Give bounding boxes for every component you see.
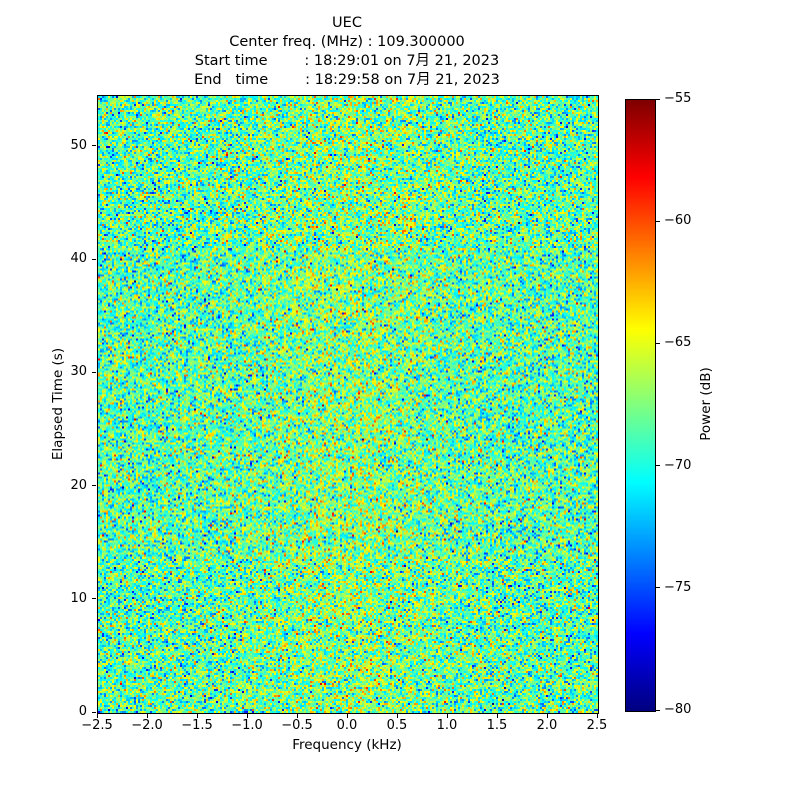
spectrogram-heatmap [98,96,598,713]
x-tick-label: −0.5 [281,718,313,733]
x-tick-mark [396,714,398,718]
y-tick-mark [92,711,96,713]
y-tick-mark [92,258,96,260]
x-tick-mark [546,714,548,718]
start-time-line: Start time : 18:29:01 on 7月 21, 2023 [194,53,500,69]
x-tick-mark [96,714,98,718]
colorbar-gradient [626,100,655,711]
center-freq-line: Center freq. (MHz) : 109.300000 [229,34,465,50]
colorbar-tick-mark [656,709,660,711]
x-tick-label: 1.0 [436,718,458,733]
x-tick-mark [196,714,198,718]
colorbar [625,99,656,712]
y-tick-label: 10 [70,590,87,606]
x-tick-mark [246,714,248,718]
spectrogram-plot [97,95,599,714]
x-tick-label: −1.5 [181,718,213,733]
colorbar-tick-mark [656,98,660,100]
y-tick-label: 0 [78,704,87,719]
colorbar-tick-mark [656,342,660,344]
x-tick-mark [596,714,598,718]
y-tick-mark [92,145,96,147]
x-axis-label: Frequency (kHz) [292,737,402,753]
x-tick-label: 0.0 [336,718,358,733]
colorbar-tick-label: −60 [664,213,692,229]
x-tick-mark [296,714,298,718]
colorbar-tick-label: −80 [664,702,692,717]
chart-title: UEC [332,15,362,31]
x-tick-mark [446,714,448,718]
colorbar-tick-mark [656,465,660,467]
x-tick-mark [496,714,498,718]
y-tick-label: 20 [70,477,87,493]
y-tick-mark [92,371,96,373]
colorbar-tick-label: −65 [664,335,692,351]
y-tick-label: 30 [70,364,87,380]
x-tick-label: −2.0 [131,718,163,733]
x-tick-label: 2.5 [586,718,608,733]
y-tick-label: 50 [70,137,87,153]
end-time-line: End time : 18:29:58 on 7月 21, 2023 [194,72,500,88]
colorbar-tick-mark [656,587,660,589]
colorbar-label: Power (dB) [698,367,714,441]
chart-header: UEC Center freq. (MHz) : 109.300000 Star… [97,14,597,90]
x-tick-label: 0.5 [386,718,408,733]
colorbar-tick-label: −70 [664,457,692,473]
y-tick-mark [92,598,96,600]
colorbar-tick-label: −55 [664,91,692,106]
x-tick-mark [146,714,148,718]
colorbar-tick-label: −75 [664,579,692,595]
y-tick-label: 40 [70,251,87,267]
x-tick-label: 1.5 [486,718,508,733]
y-tick-mark [92,485,96,487]
x-tick-label: −2.5 [81,718,113,733]
x-tick-mark [346,714,348,718]
x-tick-label: 2.0 [536,718,558,733]
x-tick-label: −1.0 [231,718,263,733]
colorbar-tick-mark [656,220,660,222]
